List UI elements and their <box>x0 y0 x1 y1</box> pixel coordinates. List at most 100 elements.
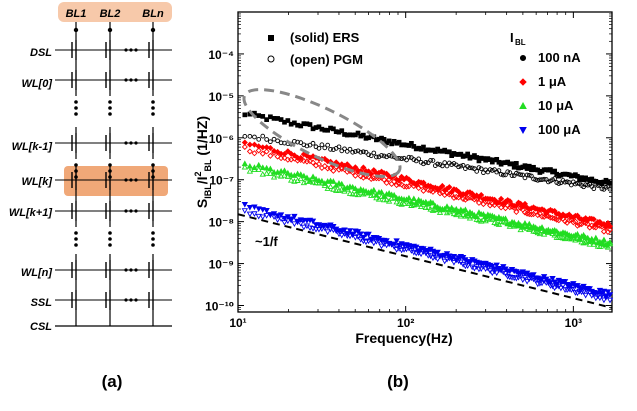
data-point <box>421 144 426 150</box>
data-point <box>355 168 362 175</box>
data-point <box>547 228 554 234</box>
data-point <box>241 208 248 214</box>
data-point <box>572 218 579 225</box>
data-point <box>368 175 375 182</box>
data-point <box>393 182 400 189</box>
data-point <box>346 228 354 234</box>
data-point <box>535 177 541 183</box>
data-point <box>281 171 288 178</box>
data-point <box>448 191 455 198</box>
data-point <box>267 170 274 176</box>
bitline-header-highlight <box>58 2 172 22</box>
panel-b-label: (b) <box>387 372 409 391</box>
data-point <box>515 222 522 229</box>
data-point <box>511 222 518 229</box>
data-point <box>498 171 504 177</box>
legend-open-marker <box>267 55 275 63</box>
data-point <box>383 179 390 186</box>
data-point <box>462 196 469 203</box>
data-point <box>378 193 385 199</box>
data-point <box>396 177 403 184</box>
data-point <box>591 186 597 192</box>
column-ellipsis-dot <box>129 268 133 272</box>
data-point <box>478 266 485 273</box>
data-point <box>444 163 450 169</box>
data-point <box>267 152 274 159</box>
data-point <box>575 180 580 186</box>
data-point <box>441 191 448 199</box>
data-point <box>281 220 288 226</box>
data-point <box>270 214 278 220</box>
data-point <box>264 137 269 142</box>
data-point <box>453 257 460 264</box>
row-label-wlk-1: WL[k-1] <box>12 141 53 153</box>
data-point <box>545 229 552 235</box>
data-point <box>309 159 317 166</box>
data-point <box>321 225 328 232</box>
data-point <box>600 288 608 295</box>
data-point <box>246 162 254 169</box>
data-point <box>241 143 248 150</box>
data-point <box>324 229 331 236</box>
data-point <box>458 163 464 169</box>
data-point <box>330 186 337 192</box>
data-point <box>363 149 369 155</box>
data-point <box>574 222 581 229</box>
data-point <box>574 290 581 297</box>
data-point <box>425 204 432 210</box>
data-point <box>413 244 420 251</box>
data-point <box>255 166 262 172</box>
data-point <box>584 238 591 245</box>
data-point <box>517 273 524 280</box>
data-point <box>393 198 400 205</box>
data-point <box>435 161 441 167</box>
data-point <box>559 283 567 289</box>
data-point <box>360 174 367 181</box>
data-point <box>436 209 444 215</box>
data-point <box>576 288 583 295</box>
data-point <box>309 178 317 185</box>
data-point <box>411 144 417 149</box>
row-label-wln: WL[n] <box>21 267 52 279</box>
data-point <box>251 150 258 157</box>
data-point <box>580 289 587 296</box>
data-point <box>319 142 325 148</box>
data-point <box>242 134 248 139</box>
data-point <box>511 164 517 170</box>
data-point <box>408 248 415 254</box>
data-point <box>597 183 603 189</box>
data-point <box>495 267 503 274</box>
data-point <box>390 195 398 201</box>
data-point <box>264 117 269 122</box>
data-point <box>443 203 451 209</box>
bitline-label-1: BL1 <box>66 8 87 20</box>
ellipsis-dot <box>74 243 78 247</box>
data-point <box>531 176 536 182</box>
data-point <box>368 153 374 159</box>
data-point <box>467 165 473 171</box>
data-point <box>352 185 359 192</box>
data-point <box>604 289 612 296</box>
current-legend-title-sub: BL <box>515 38 526 47</box>
data-point <box>362 239 370 246</box>
data-point <box>590 216 597 223</box>
column-ellipsis-dot <box>134 48 138 52</box>
data-point <box>251 204 258 211</box>
data-point <box>327 183 334 190</box>
data-point <box>455 258 462 265</box>
data-point <box>450 194 457 201</box>
data-point <box>538 224 546 230</box>
data-point <box>606 226 614 233</box>
data-point <box>519 277 526 284</box>
data-point <box>399 156 404 162</box>
data-point <box>489 270 496 277</box>
data-point <box>441 258 448 265</box>
ellipsis-dot <box>108 100 112 104</box>
data-point <box>507 170 513 175</box>
data-point <box>294 157 301 164</box>
data-point <box>417 251 425 258</box>
data-point <box>440 163 445 169</box>
data-point <box>584 220 591 227</box>
current-legend-marker <box>519 78 527 86</box>
column-ellipsis-dot <box>124 298 128 302</box>
